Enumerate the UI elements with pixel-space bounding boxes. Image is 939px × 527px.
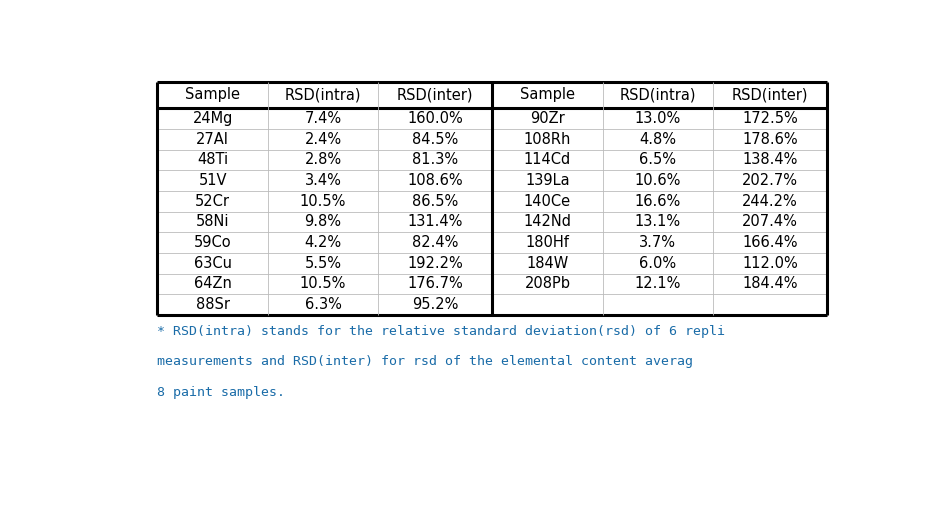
Text: 139La: 139La: [525, 173, 570, 188]
Text: 82.4%: 82.4%: [412, 235, 458, 250]
Text: 160.0%: 160.0%: [408, 111, 463, 126]
Text: 84.5%: 84.5%: [412, 132, 458, 147]
Text: 176.7%: 176.7%: [408, 276, 463, 291]
Text: RSD(inter): RSD(inter): [731, 87, 808, 102]
Text: RSD(intra): RSD(intra): [285, 87, 362, 102]
Text: 51V: 51V: [198, 173, 227, 188]
Text: 52Cr: 52Cr: [195, 194, 230, 209]
Text: 5.5%: 5.5%: [304, 256, 342, 271]
Text: 10.5%: 10.5%: [300, 276, 346, 291]
Text: RSD(inter): RSD(inter): [397, 87, 473, 102]
Text: 4.2%: 4.2%: [304, 235, 342, 250]
Text: 142Nd: 142Nd: [523, 214, 572, 229]
Text: 59Co: 59Co: [193, 235, 231, 250]
Text: 48Ti: 48Ti: [197, 152, 228, 168]
Text: 95.2%: 95.2%: [412, 297, 458, 312]
Text: 112.0%: 112.0%: [742, 256, 798, 271]
Text: measurements and RSD(inter) for rsd of the elemental content averag: measurements and RSD(inter) for rsd of t…: [158, 355, 693, 368]
Text: 58Ni: 58Ni: [196, 214, 229, 229]
Text: 9.8%: 9.8%: [304, 214, 342, 229]
Text: 88Sr: 88Sr: [195, 297, 230, 312]
Text: 108.6%: 108.6%: [408, 173, 463, 188]
Text: 184.4%: 184.4%: [742, 276, 798, 291]
Text: * RSD(intra) stands for the relative standard deviation(rsd) of 6 repli: * RSD(intra) stands for the relative sta…: [158, 325, 726, 338]
Text: 13.0%: 13.0%: [635, 111, 681, 126]
Text: 108Rh: 108Rh: [524, 132, 571, 147]
Text: 12.1%: 12.1%: [635, 276, 681, 291]
Text: 7.4%: 7.4%: [304, 111, 342, 126]
Text: 2.8%: 2.8%: [304, 152, 342, 168]
Text: 4.8%: 4.8%: [639, 132, 676, 147]
Text: 138.4%: 138.4%: [743, 152, 798, 168]
Text: 10.6%: 10.6%: [635, 173, 681, 188]
Text: 6.0%: 6.0%: [639, 256, 676, 271]
Text: 131.4%: 131.4%: [408, 214, 463, 229]
Text: 3.7%: 3.7%: [639, 235, 676, 250]
Text: 244.2%: 244.2%: [742, 194, 798, 209]
Bar: [158, 82, 827, 315]
Text: 64Zn: 64Zn: [193, 276, 232, 291]
Text: 90Zr: 90Zr: [530, 111, 564, 126]
Text: 10.5%: 10.5%: [300, 194, 346, 209]
Text: 180Hf: 180Hf: [526, 235, 569, 250]
Text: 81.3%: 81.3%: [412, 152, 458, 168]
Text: 86.5%: 86.5%: [412, 194, 458, 209]
Text: 24Mg: 24Mg: [192, 111, 233, 126]
Text: 6.3%: 6.3%: [304, 297, 342, 312]
Text: 16.6%: 16.6%: [635, 194, 681, 209]
Text: 63Cu: 63Cu: [193, 256, 232, 271]
Text: 202.7%: 202.7%: [742, 173, 798, 188]
Text: 27Al: 27Al: [196, 132, 229, 147]
Text: 13.1%: 13.1%: [635, 214, 681, 229]
Text: 8 paint samples.: 8 paint samples.: [158, 386, 285, 399]
Text: 166.4%: 166.4%: [742, 235, 798, 250]
Text: 184W: 184W: [526, 256, 568, 271]
Text: 208Pb: 208Pb: [524, 276, 570, 291]
Text: Sample: Sample: [520, 87, 575, 102]
Text: 207.4%: 207.4%: [742, 214, 798, 229]
Text: 140Ce: 140Ce: [524, 194, 571, 209]
Text: RSD(intra): RSD(intra): [620, 87, 696, 102]
Text: 172.5%: 172.5%: [742, 111, 798, 126]
Text: 3.4%: 3.4%: [304, 173, 342, 188]
Text: 114Cd: 114Cd: [524, 152, 571, 168]
Text: 6.5%: 6.5%: [639, 152, 676, 168]
Text: 192.2%: 192.2%: [408, 256, 463, 271]
Text: Sample: Sample: [185, 87, 240, 102]
Text: 178.6%: 178.6%: [742, 132, 798, 147]
Text: 2.4%: 2.4%: [304, 132, 342, 147]
